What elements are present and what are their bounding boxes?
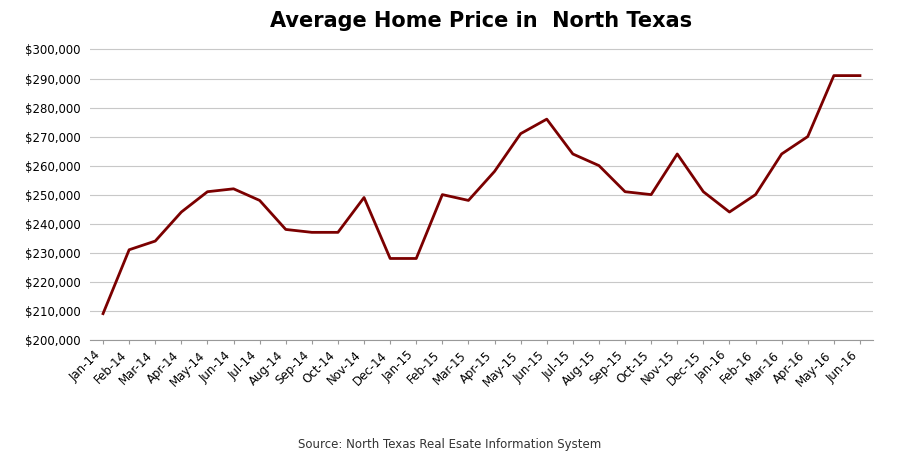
Title: Average Home Price in  North Texas: Average Home Price in North Texas xyxy=(270,11,693,31)
Text: Source: North Texas Real Esate Information System: Source: North Texas Real Esate Informati… xyxy=(299,438,601,451)
